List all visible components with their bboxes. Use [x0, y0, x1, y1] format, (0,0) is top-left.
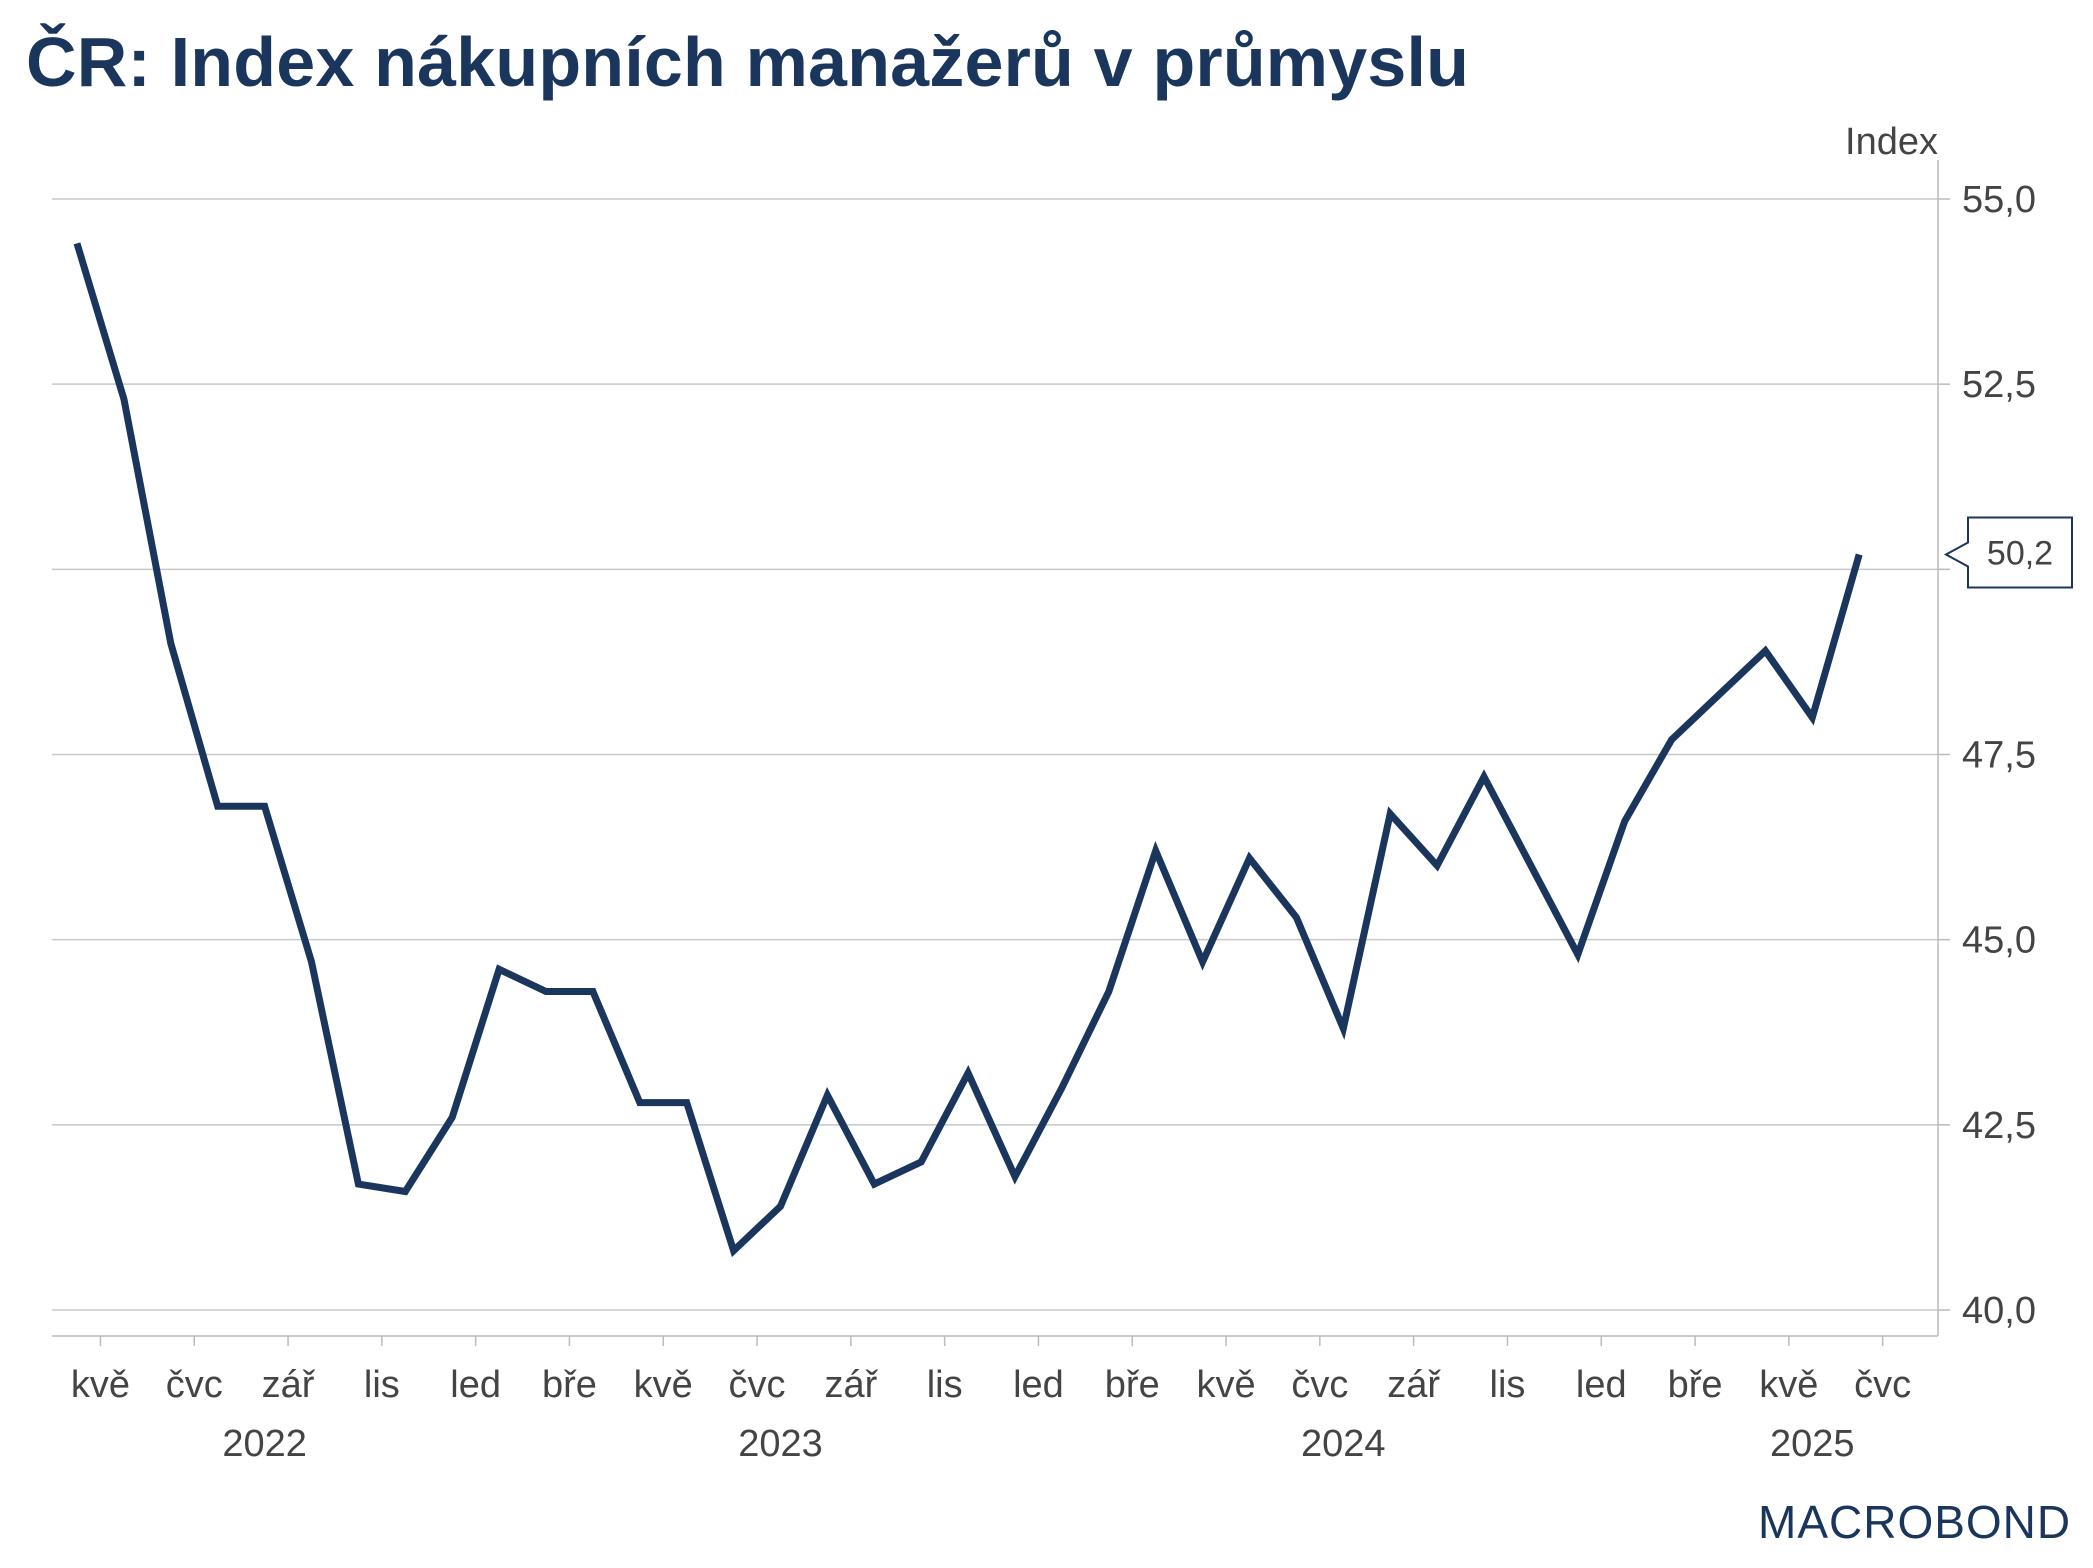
- x-tick-label: lis: [1490, 1364, 1526, 1406]
- y-tick-label: 42,5: [1962, 1105, 2036, 1147]
- x-tick-label: bře: [542, 1364, 597, 1406]
- x-tick-label: zář: [824, 1364, 878, 1406]
- year-label: 2025: [1770, 1423, 1855, 1465]
- last-value-box: [1943, 516, 2073, 589]
- logo-text: MACROBOND: [1758, 1496, 2071, 1548]
- x-tick-label: čvc: [1291, 1364, 1348, 1406]
- x-tick-label: čvc: [729, 1364, 786, 1406]
- x-tick-label: kvě: [71, 1364, 130, 1406]
- gridlines: [52, 198, 1938, 1311]
- chart-title: ČR: Index nákupních manažerů v průmyslu: [26, 23, 1470, 101]
- x-tick-label: zář: [262, 1364, 316, 1406]
- x-tick-label: čvc: [1854, 1364, 1911, 1406]
- x-tick-label: kvě: [634, 1364, 693, 1406]
- x-tick-label: kvě: [1196, 1364, 1255, 1406]
- year-label: 2023: [738, 1423, 823, 1465]
- year-label: 2024: [1301, 1423, 1386, 1465]
- value-labels: 50,2: [1943, 516, 2073, 589]
- y-tick-label: 55,0: [1962, 179, 2036, 221]
- x-tick-label: led: [1576, 1364, 1627, 1406]
- x-tick-label: bře: [1105, 1364, 1160, 1406]
- y-tick-label: 45,0: [1962, 920, 2036, 962]
- x-tick-label: kvě: [1759, 1364, 1818, 1406]
- series-layer: [73, 242, 1863, 1258]
- y-tick-label: 40,0: [1962, 1290, 2036, 1332]
- macrobond-logo: MACROBOND: [1758, 1496, 2071, 1548]
- x-tick-label: led: [1013, 1364, 1064, 1406]
- y-tick-label: 47,5: [1962, 735, 2036, 777]
- y-axis-label: Index: [1845, 121, 1938, 163]
- year-label: 2022: [222, 1423, 307, 1465]
- x-tick-label: led: [450, 1364, 501, 1406]
- x-tick-label: lis: [927, 1364, 963, 1406]
- last-value-label: 50,2: [1987, 535, 2053, 573]
- y-tick-label: 52,5: [1962, 364, 2036, 406]
- x-tick-label: bře: [1668, 1364, 1723, 1406]
- series-line: [73, 242, 1863, 1258]
- x-tick-label: lis: [364, 1364, 400, 1406]
- x-tick-label: čvc: [166, 1364, 223, 1406]
- x-tick-label: zář: [1387, 1364, 1441, 1406]
